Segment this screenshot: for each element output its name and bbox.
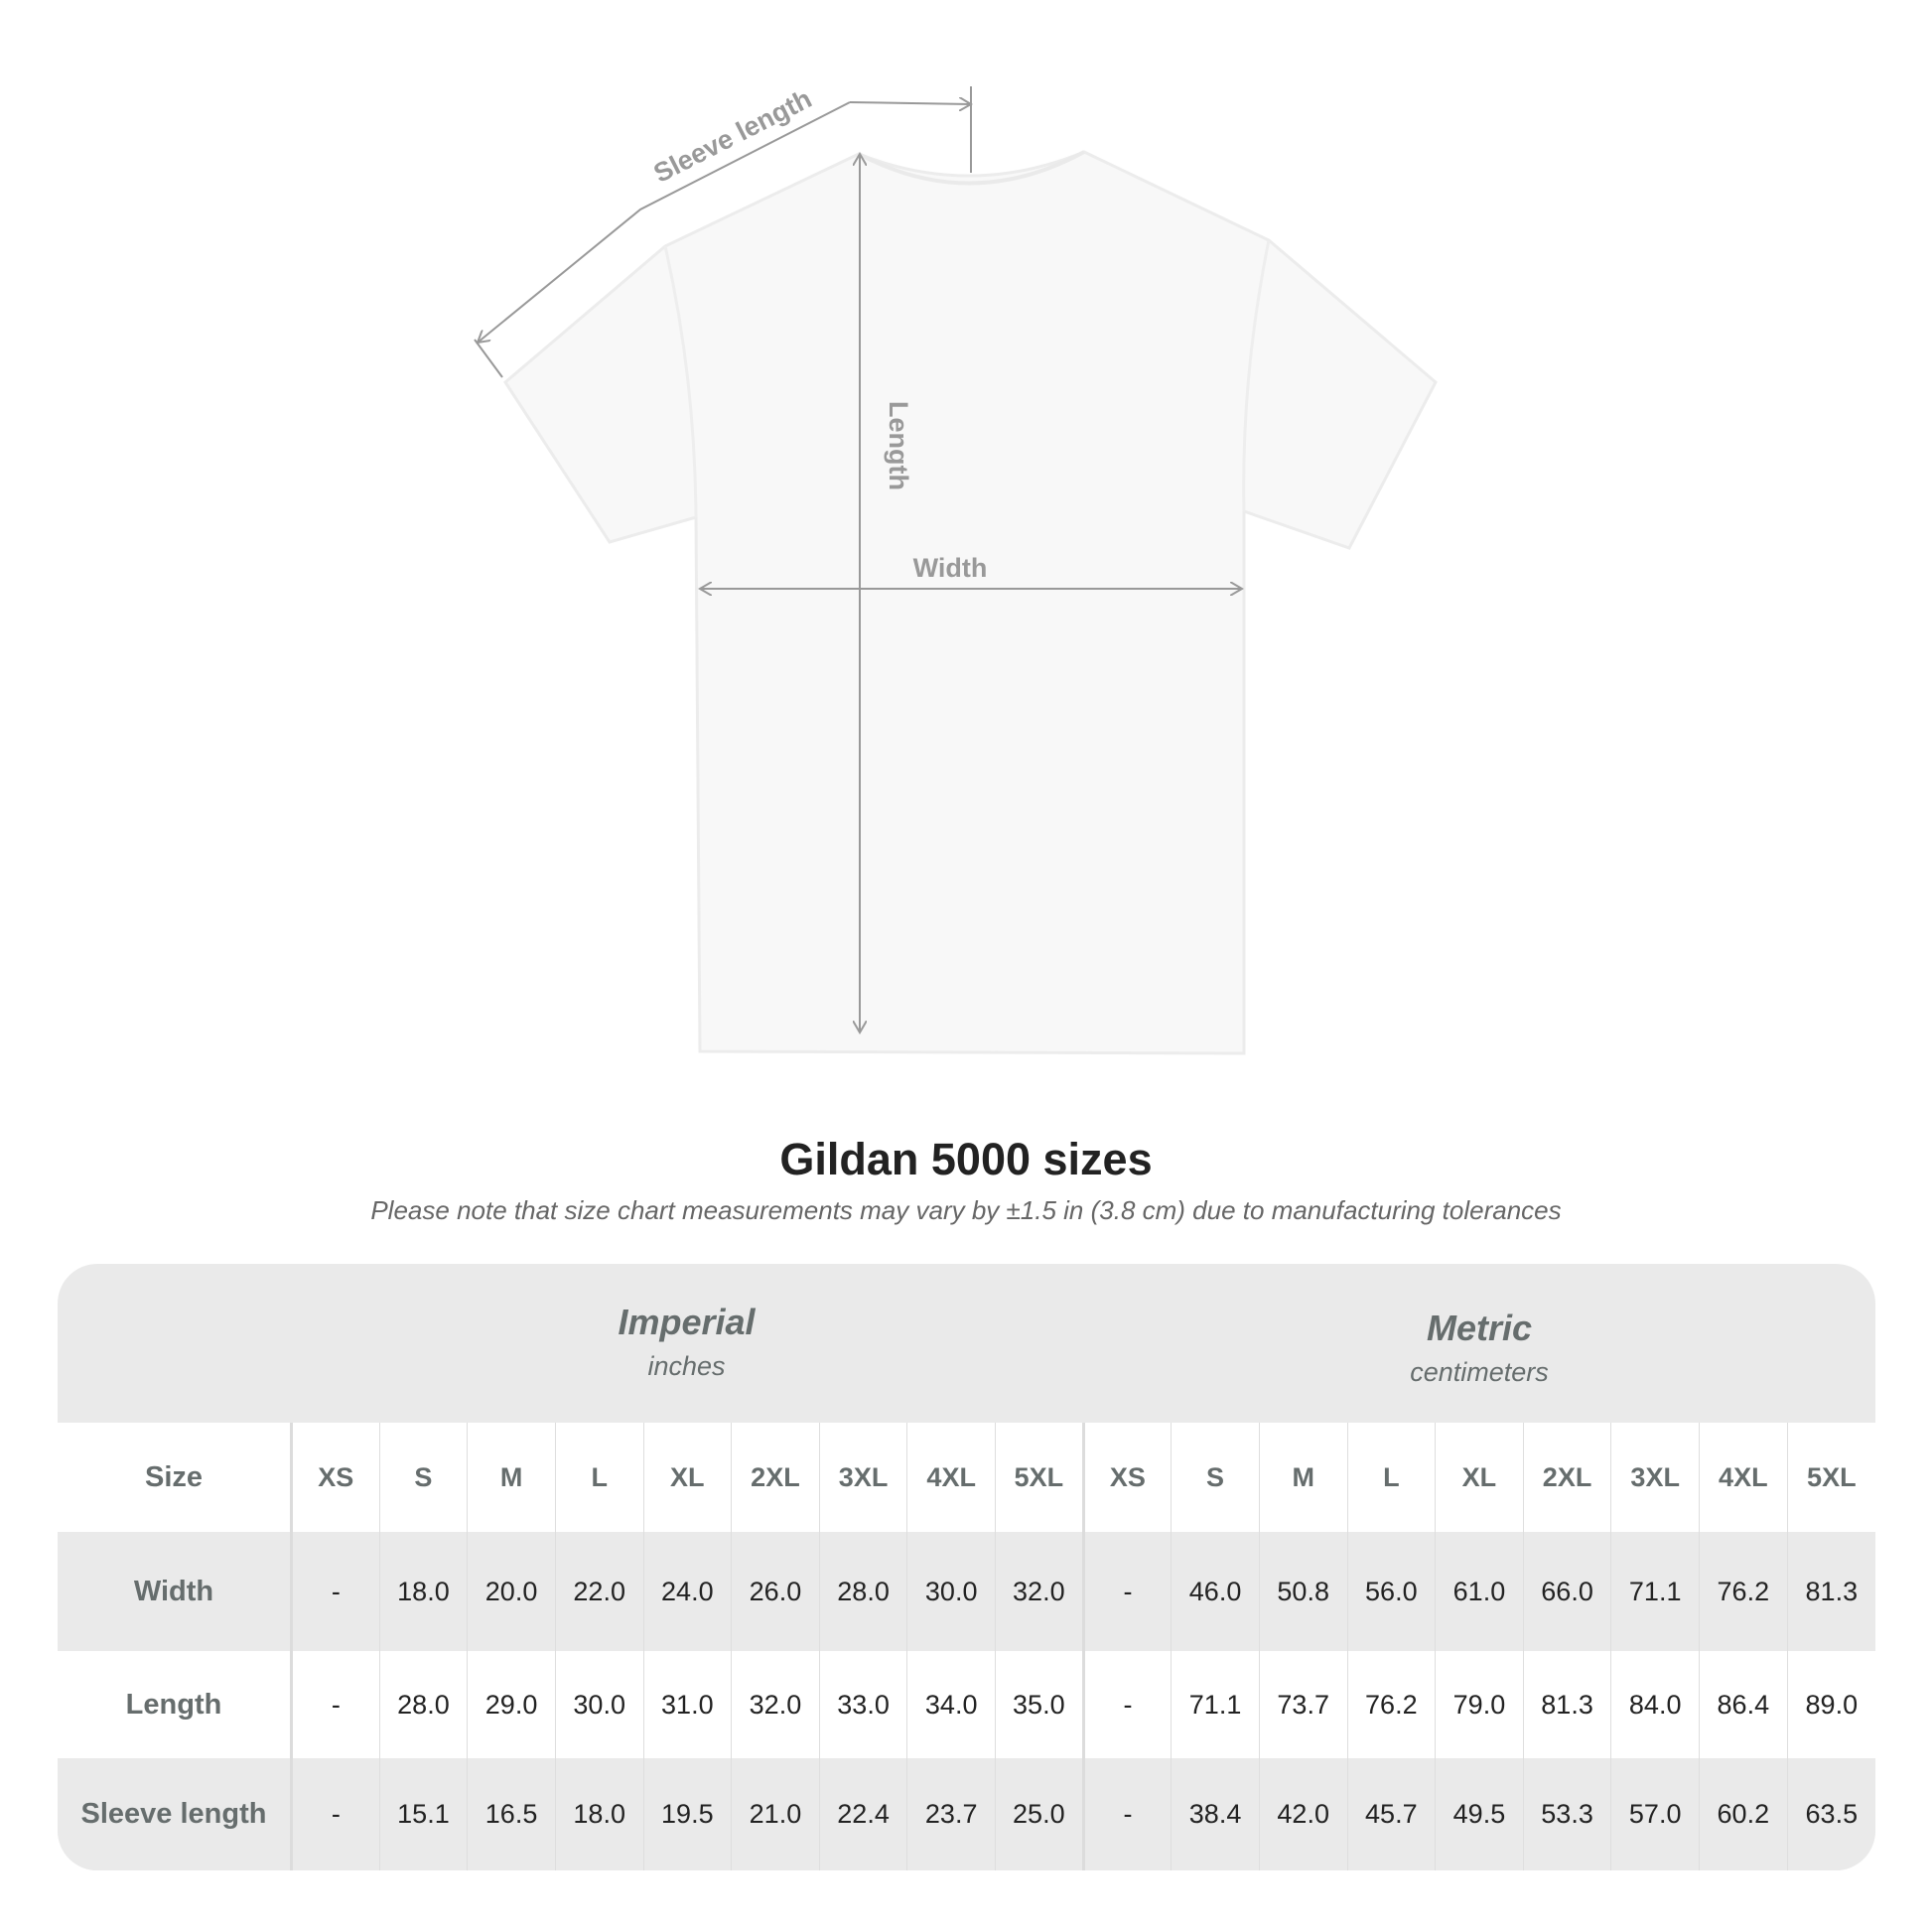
table-cell: - (291, 1758, 380, 1870)
table-cell: 57.0 (1610, 1758, 1700, 1870)
table-cell: 73.7 (1258, 1651, 1347, 1758)
size-header-cell: XS (291, 1423, 380, 1532)
table-cell: 23.7 (906, 1758, 996, 1870)
sleeve-length-label: Sleeve length (649, 83, 817, 189)
tshirt-diagram: Sleeve length Length Width (474, 83, 1438, 1055)
size-header-cell: 5XL (1786, 1423, 1875, 1532)
table-cell: 18.0 (378, 1532, 468, 1651)
table-cell: 86.4 (1699, 1651, 1788, 1758)
table-cell: 18.0 (554, 1758, 643, 1870)
table-cell: 38.4 (1171, 1758, 1260, 1870)
table-cell: 60.2 (1699, 1758, 1788, 1870)
table-cell: 30.0 (906, 1532, 996, 1651)
table-cell: 56.0 (1346, 1532, 1436, 1651)
table-cell: 20.0 (467, 1532, 556, 1651)
table-cell: 53.3 (1522, 1758, 1611, 1870)
table-cell: 89.0 (1786, 1651, 1875, 1758)
table-cell: - (1081, 1532, 1172, 1651)
tolerance-note: Please note that size chart measurements… (370, 1195, 1562, 1225)
size-header-cell: 4XL (1699, 1423, 1788, 1532)
size-header-cell: M (467, 1423, 556, 1532)
size-header-cell: 4XL (906, 1423, 996, 1532)
size-header-cell: 2XL (731, 1423, 820, 1532)
table-cell: 33.0 (818, 1651, 907, 1758)
size-header-cell: M (1258, 1423, 1347, 1532)
table-cell: - (291, 1532, 380, 1651)
row-label: Size (58, 1423, 293, 1532)
table-cell: 63.5 (1786, 1758, 1875, 1870)
size-header-cell: L (1346, 1423, 1436, 1532)
table-cell: 15.1 (378, 1758, 468, 1870)
size-header-cell: XL (642, 1423, 732, 1532)
table-cell: 46.0 (1171, 1532, 1260, 1651)
table-cell: 34.0 (906, 1651, 996, 1758)
table-cell: 81.3 (1786, 1532, 1875, 1651)
length-label: Length (884, 401, 913, 490)
size-header-cell: S (1171, 1423, 1260, 1532)
table-cell: 42.0 (1258, 1758, 1347, 1870)
table-cell: 16.5 (467, 1758, 556, 1870)
table-row: Length -28.0 29.0 30.0 31.0 32.0 33.0 34.0 35.0-… (58, 1651, 1875, 1758)
size-header-cell: S (378, 1423, 468, 1532)
size-header-cell: 2XL (1522, 1423, 1611, 1532)
metric-title: Metric (1426, 1308, 1533, 1348)
tshirt-shape (503, 150, 1438, 1055)
table-cell: 79.0 (1435, 1651, 1524, 1758)
table-cell: 84.0 (1610, 1651, 1700, 1758)
row-label: Sleeve length (58, 1758, 293, 1870)
size-table: Size XS S M L XL 2XL 3XL 4XL 5XL XS S M L XL 2XL 3XL 4XL 5… (58, 1423, 1875, 1870)
sleeve-length-line (478, 101, 851, 343)
table-cell: 28.0 (378, 1651, 468, 1758)
table-cell: 45.7 (1346, 1758, 1436, 1870)
table-cell: 30.0 (554, 1651, 643, 1758)
size-chart: Imperial inches Metric centimeters Size X… (58, 1264, 1875, 1870)
table-cell: 25.0 (995, 1758, 1084, 1870)
imperial-header: Imperial inches (290, 1264, 1083, 1423)
row-label: Width (58, 1532, 293, 1651)
table-cell: 22.4 (818, 1758, 907, 1870)
size-header-cell: 3XL (1610, 1423, 1700, 1532)
table-cell: 19.5 (642, 1758, 732, 1870)
size-header-cell: 3XL (818, 1423, 907, 1532)
row-label: Length (58, 1651, 293, 1758)
table-row: Width -18.0 20.0 22.0 24.0 26.0 28.0 30.0 32.0-4… (58, 1532, 1875, 1651)
size-header-cell: XL (1435, 1423, 1524, 1532)
imperial-title: Imperial (618, 1302, 756, 1342)
table-cell: 50.8 (1258, 1532, 1347, 1651)
table-cell: - (1081, 1651, 1172, 1758)
page-title: Gildan 5000 sizes (779, 1134, 1153, 1184)
table-cell: 26.0 (731, 1532, 820, 1651)
table-cell: 22.0 (554, 1532, 643, 1651)
table-cell: 61.0 (1435, 1532, 1524, 1651)
size-header-cell: XS (1081, 1423, 1172, 1532)
table-cell: 81.3 (1522, 1651, 1611, 1758)
metric-header: Metric centimeters (1083, 1264, 1875, 1423)
table-row: Sleeve length -15.1 16.5 18.0 19.5 21.0 22.4 23… (58, 1758, 1875, 1870)
imperial-unit: inches (647, 1351, 726, 1381)
table-cell: 49.5 (1435, 1758, 1524, 1870)
table-cell: 24.0 (642, 1532, 732, 1651)
table-cell: 31.0 (642, 1651, 732, 1758)
size-header-row: Size XS S M L XL 2XL 3XL 4XL 5XL XS S M L XL 2XL 3XL 4XL 5… (58, 1423, 1875, 1532)
table-cell: 29.0 (467, 1651, 556, 1758)
table-cell: 32.0 (731, 1651, 820, 1758)
table-cell: 32.0 (995, 1532, 1084, 1651)
table-cell: 76.2 (1346, 1651, 1436, 1758)
table-cell: 21.0 (731, 1758, 820, 1870)
table-cell: 71.1 (1171, 1651, 1260, 1758)
metric-unit: centimeters (1410, 1357, 1549, 1387)
table-cell: 35.0 (995, 1651, 1084, 1758)
table-cell: 71.1 (1610, 1532, 1700, 1651)
table-cell: 28.0 (818, 1532, 907, 1651)
table-cell: 66.0 (1522, 1532, 1611, 1651)
table-cell: - (1081, 1758, 1172, 1870)
table-cell: 76.2 (1699, 1532, 1788, 1651)
table-cell: - (291, 1651, 380, 1758)
size-header-cell: 5XL (995, 1423, 1084, 1532)
size-header-cell: L (554, 1423, 643, 1532)
width-label: Width (913, 553, 988, 583)
